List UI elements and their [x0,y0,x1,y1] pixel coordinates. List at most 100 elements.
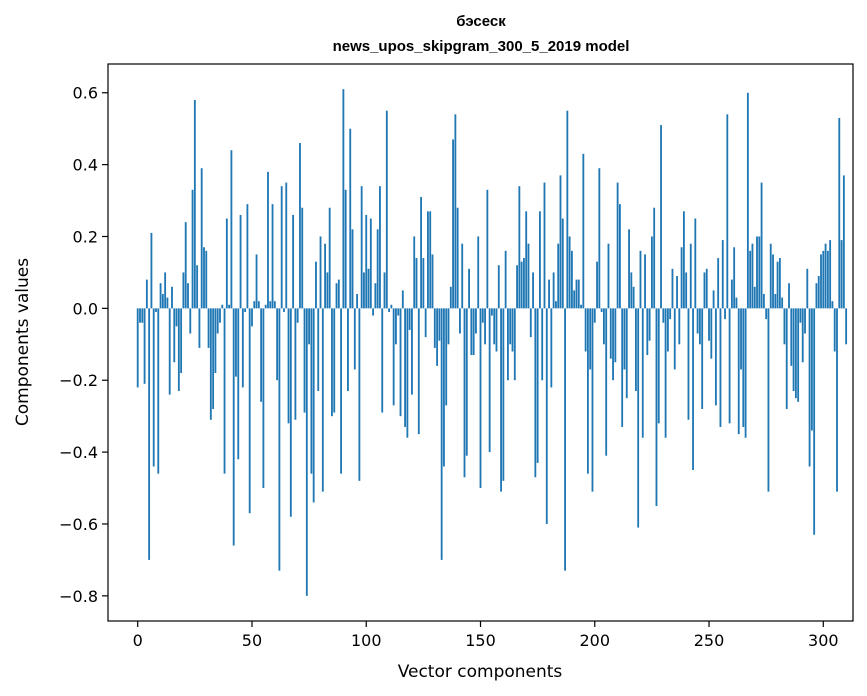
bar [833,308,836,352]
bar [552,272,555,309]
bar [175,308,178,327]
bar [673,308,676,370]
bar [717,258,720,309]
bar [241,308,244,388]
bar [735,297,738,309]
bar [461,243,464,309]
bar [778,258,781,309]
bar [618,204,621,309]
bar [497,265,500,309]
bar [644,254,646,309]
bar [703,272,706,309]
bar [507,308,509,381]
bar [351,229,354,309]
bar [262,308,265,489]
bar [301,207,304,309]
bar [207,308,210,348]
bar [808,308,811,467]
bar [696,308,699,334]
bar [189,308,192,334]
bar [337,279,340,309]
bar [219,308,221,323]
bar [260,308,263,402]
bar [774,293,777,309]
bar [447,308,450,345]
bar [443,308,445,467]
bar [255,254,258,309]
bar [470,308,473,356]
bar [369,218,372,309]
bar [267,171,269,309]
bar [433,308,436,348]
bar [196,265,199,309]
bar [568,236,571,309]
bar [527,243,530,309]
bar [838,117,841,309]
bar [525,211,528,309]
bar [150,232,153,309]
bar [529,308,532,338]
bar [145,279,148,309]
bar [376,229,379,309]
bar [584,308,587,352]
bar [550,308,553,388]
bar [820,254,822,309]
bar [564,308,566,571]
bar [317,308,320,392]
bar [612,308,614,381]
bar [536,308,539,463]
bar [413,236,416,309]
bar [710,308,713,359]
bar [310,308,313,474]
bar [203,247,205,309]
bar [276,308,279,381]
bar [152,308,155,467]
bar [372,308,375,316]
bar [799,308,802,323]
bar [228,304,231,309]
bar [639,250,642,309]
bar [772,254,774,309]
bar [237,308,240,460]
bar [308,308,311,345]
bar [445,308,448,406]
bar [184,222,187,309]
y-tick-label: 0.2 [73,227,98,246]
bar [225,218,228,309]
x-tick-label: 100 [351,631,382,650]
bar [397,308,400,316]
plot-frame [107,63,854,622]
bar [344,189,347,309]
bar [575,279,578,309]
bar [235,308,237,377]
bar [363,272,365,309]
bar [280,186,283,309]
bar [283,308,285,312]
bar [335,283,338,309]
bar [200,168,203,309]
bar [571,250,573,309]
bar [520,261,523,309]
bar [671,268,674,309]
bar [637,308,640,528]
bar [500,308,502,492]
bar [356,293,359,309]
bar [625,308,628,399]
bar [438,308,441,341]
bar [365,214,368,309]
bar [513,308,516,381]
bar [292,214,295,309]
bar [408,308,411,330]
bar [840,240,843,309]
bar [788,283,790,309]
bar [333,308,336,413]
bar [566,110,569,309]
bar [641,308,644,438]
chart-title-line1: бэсеск [456,13,506,30]
bar [271,204,274,309]
bar [417,308,420,435]
bar [577,279,580,309]
bar [605,308,608,456]
bar [539,211,541,309]
bar [682,211,685,309]
